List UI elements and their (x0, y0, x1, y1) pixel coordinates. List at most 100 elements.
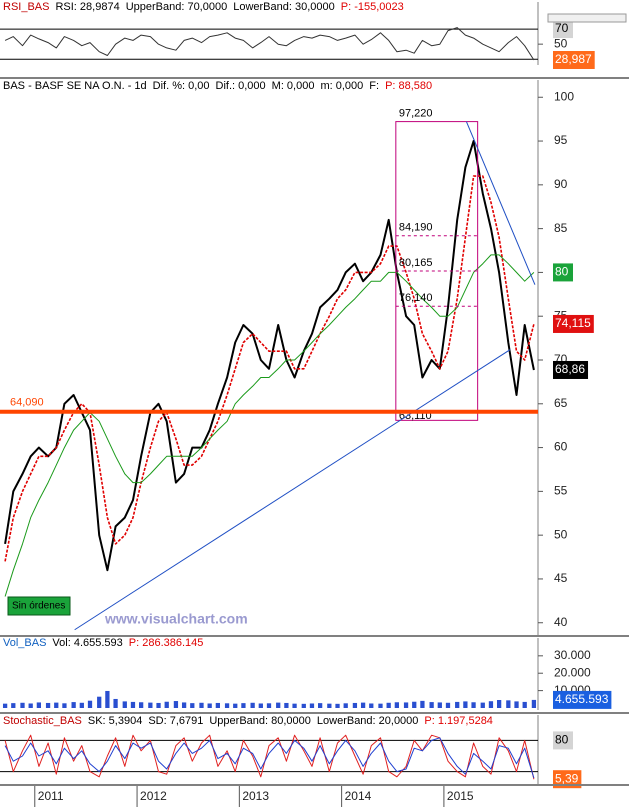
volume-bar (496, 700, 502, 708)
volume-bar (130, 701, 136, 708)
volume-bar (139, 702, 144, 708)
volume-bar (54, 702, 59, 708)
volume-bar (378, 703, 383, 708)
x-tick-label: 2015 (447, 789, 474, 803)
volume-bar (156, 702, 161, 708)
series-line (4, 140, 535, 572)
volume-bar (437, 702, 442, 708)
value-box-label: 68,86 (555, 362, 585, 376)
volume-bar (113, 698, 118, 708)
y-tick-label: 65 (554, 396, 568, 410)
y-tick-label: 50 (554, 527, 568, 541)
volume-bar (403, 702, 409, 708)
volume-bar (148, 702, 153, 708)
volume-bar (250, 702, 255, 708)
header-item: LowerBand: 30,0000 (233, 1, 335, 13)
y-tick-label: 60 (554, 440, 568, 454)
fib-label: 76,140 (399, 292, 433, 304)
volume-bar (506, 700, 511, 708)
volume-bar (327, 703, 332, 708)
panel-header: Vol_BAS Vol: 4.655.593 P: 286.386.145 (3, 637, 203, 649)
panel-header: RSI_BAS RSI: 28,9874 UpperBand: 70,0000 Low… (3, 1, 404, 13)
value-box-label: 5,39 (555, 771, 579, 785)
volume-bar (276, 702, 281, 708)
header-item: UpperBand: 70,0000 (126, 1, 228, 13)
value-box (553, 50, 595, 69)
volume-bar (11, 703, 16, 708)
volume-bar (420, 700, 425, 708)
volume-bar (190, 703, 195, 708)
x-tick-label: 2012 (140, 789, 167, 803)
series-line (4, 737, 535, 779)
volume-bar (181, 702, 187, 708)
header-item: SD: 7,6791 (148, 715, 203, 727)
order-status: Sin órdenes (12, 601, 65, 612)
series-line (4, 734, 535, 780)
fib-label: 84,190 (399, 222, 433, 234)
header-item: M: 0,000 (272, 80, 315, 92)
order-status-box (7, 596, 71, 616)
watermark: www.visualchart.com (104, 611, 248, 627)
header-item: BAS - BASF SE NA O.N. - 1d (3, 80, 147, 92)
volume-bar (309, 703, 315, 708)
y-tick-label: 20.000 (554, 665, 591, 679)
value-box-label: 80 (555, 733, 569, 747)
support-label: 64,090 (10, 397, 44, 409)
header-item: Dif. %: 0,00 (153, 80, 210, 92)
volume-bar (266, 703, 272, 708)
y-tick-label: 50 (554, 36, 568, 50)
volume-bar (45, 702, 51, 708)
volume-bar (531, 699, 537, 708)
trendline (74, 349, 511, 631)
header-item: Vol: 4.655.593 (52, 637, 122, 649)
volume-bar (429, 702, 434, 708)
volume-bar (455, 701, 460, 708)
volume-bar (386, 702, 391, 708)
volume-bar (215, 702, 220, 708)
volume-bar (522, 701, 527, 708)
volume-bar (62, 703, 67, 708)
volume-bar (514, 701, 519, 708)
header-item: SK: 5,3904 (88, 715, 142, 727)
volume-bar (79, 702, 84, 708)
volume-bar (471, 702, 476, 708)
header-item: RSI_BAS (3, 1, 49, 13)
value-box (553, 314, 594, 333)
y-tick-label: 90 (554, 177, 568, 191)
volume-bar (352, 702, 358, 708)
volume-bar (87, 700, 93, 708)
value-box (553, 731, 573, 750)
series-line (4, 175, 535, 562)
volume-bar (122, 701, 127, 708)
volume-bar (360, 702, 366, 708)
header-item: P: 286.386.145 (129, 637, 204, 649)
y-tick-label: 40 (554, 615, 568, 629)
volume-bar (2, 703, 8, 708)
volume-bar (241, 703, 246, 708)
volume-bar (335, 703, 340, 708)
header-item: P: 88,580 (385, 80, 432, 92)
volume-bar (36, 702, 42, 708)
volume-bar (292, 703, 297, 708)
series-line (4, 27, 535, 61)
volume-bar (445, 702, 451, 708)
fib-label: 80,165 (399, 257, 433, 269)
value-box-label: 4.655.593 (555, 692, 609, 706)
fib-label: 97,220 (399, 108, 433, 120)
value-box-label: 74,115 (555, 316, 591, 330)
value-box-label: 28,987 (555, 52, 592, 66)
trendline (465, 121, 536, 285)
volume-bar (369, 703, 374, 708)
value-box-label: 80 (555, 265, 569, 279)
volume-bar (394, 702, 399, 708)
volume-bar (164, 701, 169, 708)
volume-bar (233, 703, 238, 708)
x-tick-label: 2014 (345, 789, 372, 803)
y-tick-label: 30.000 (554, 648, 591, 662)
volume-bar (224, 703, 230, 708)
volume-bar (488, 701, 494, 708)
volume-bar (412, 701, 417, 708)
